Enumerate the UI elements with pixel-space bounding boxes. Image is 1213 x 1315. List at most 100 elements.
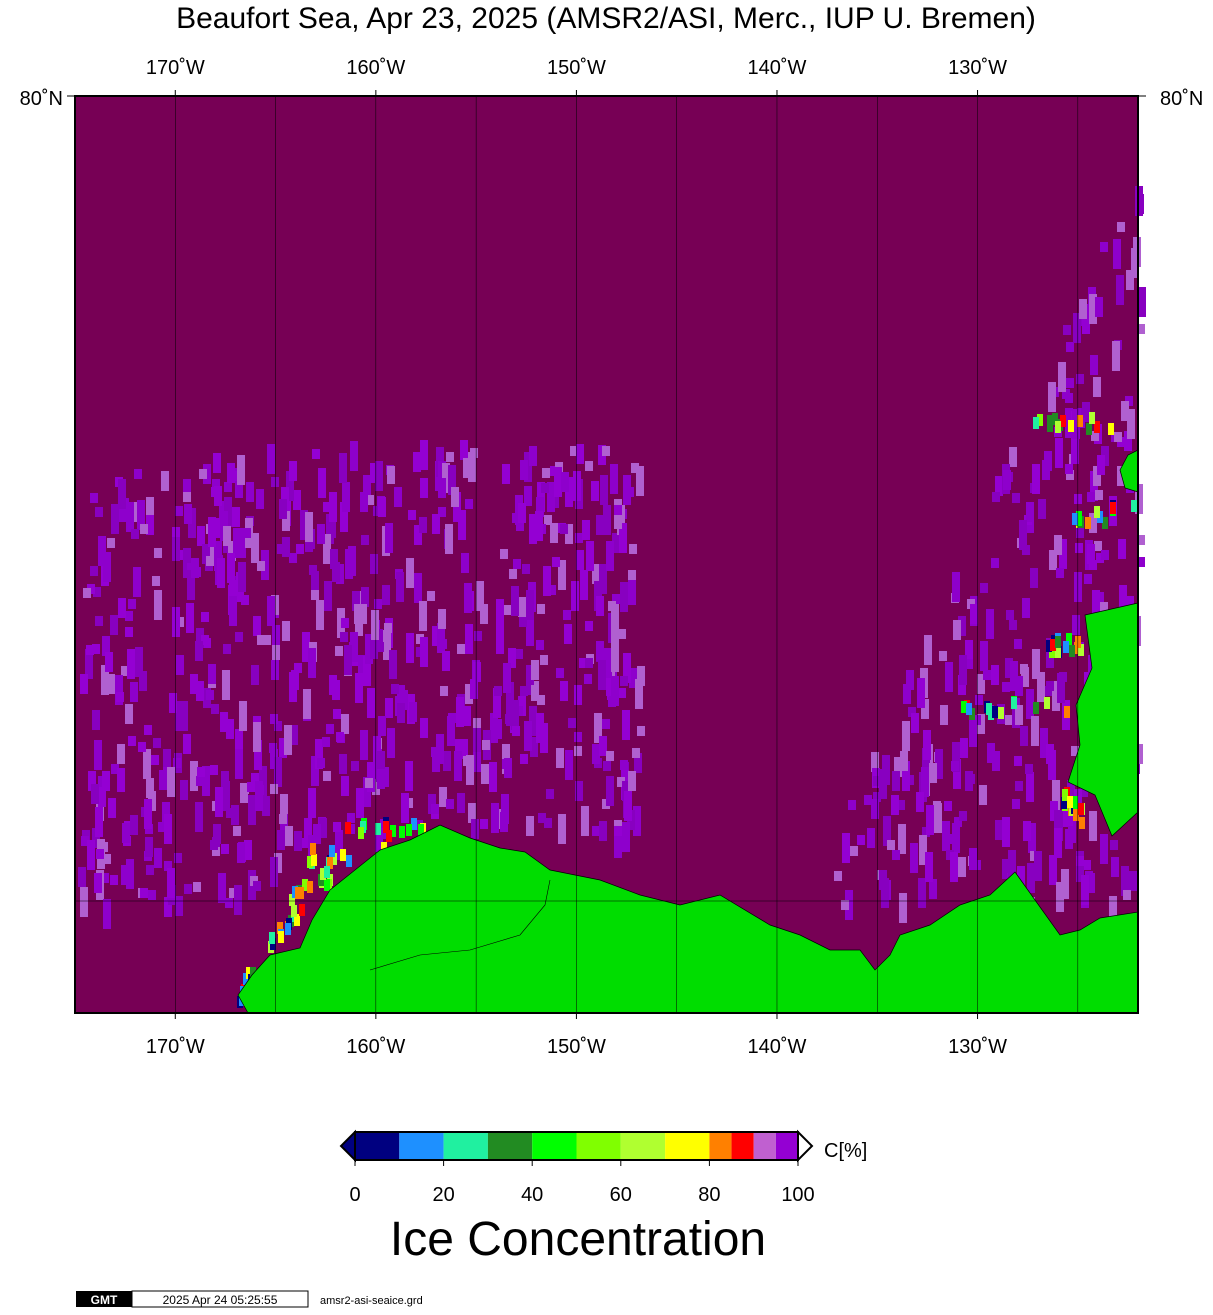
- ice-cell: [841, 900, 849, 910]
- ice-cell: [229, 596, 237, 626]
- ice-cell: [400, 690, 408, 710]
- ice-cell: [317, 758, 325, 768]
- ice-cell: [454, 751, 462, 781]
- ice-cell: [427, 591, 435, 601]
- ice-cell: [537, 695, 545, 705]
- ice-cell: [94, 740, 102, 770]
- ice-cell: [414, 573, 422, 603]
- ice-cell: [911, 713, 919, 733]
- ice-cell: [1094, 506, 1100, 518]
- ice-cell: [299, 904, 305, 916]
- ice-cell: [208, 664, 216, 684]
- ice-cell: [382, 585, 390, 605]
- ice-cell: [316, 600, 324, 630]
- ice-cell: [474, 631, 482, 641]
- ice-cell: [1062, 789, 1068, 801]
- ice-cell: [1085, 517, 1091, 529]
- ice-cell: [92, 828, 100, 848]
- ice-cell: [387, 474, 395, 484]
- ice-cell: [547, 482, 555, 512]
- ice-cell: [881, 878, 889, 908]
- ice-cell: [958, 857, 966, 877]
- ice-cell: [375, 828, 383, 858]
- colorbar-segment: [620, 1132, 666, 1160]
- ice-cell: [307, 856, 313, 868]
- ice-cell: [175, 506, 183, 516]
- ice-cell: [100, 842, 108, 852]
- ice-cell: [391, 684, 399, 694]
- ice-cell: [180, 701, 188, 731]
- ice-cell: [381, 842, 387, 854]
- ice-cell: [466, 755, 474, 785]
- ice-cell: [1131, 500, 1137, 512]
- ice-cell: [1060, 415, 1066, 427]
- ice-cell: [222, 781, 230, 811]
- lon-label: 160˚W: [346, 57, 405, 79]
- ice-cell: [229, 888, 237, 898]
- ice-cell: [251, 665, 259, 685]
- ice-cell: [969, 850, 977, 870]
- colorbar-tick-label: 0: [349, 1184, 360, 1206]
- ice-cell: [438, 478, 446, 498]
- ice-cell: [592, 744, 600, 764]
- ice-cell: [363, 656, 371, 686]
- ice-cell: [313, 824, 321, 844]
- ice-cell: [389, 669, 397, 679]
- ice-cell: [1033, 417, 1039, 429]
- colorbar-tick-label: 60: [610, 1184, 632, 1206]
- ice-cell: [983, 670, 991, 680]
- ice-cell: [281, 487, 289, 507]
- ice-cell: [1042, 460, 1050, 480]
- ice-cell: [169, 693, 177, 713]
- ice-cell: [355, 673, 363, 703]
- ice-cell: [153, 738, 161, 748]
- ice-cell: [208, 517, 216, 547]
- ice-cell: [1015, 676, 1023, 696]
- ice-cell: [850, 846, 858, 856]
- ice-cell: [584, 674, 592, 684]
- ice-cell: [350, 441, 358, 471]
- ice-cell: [370, 554, 378, 574]
- ice-cell: [511, 700, 519, 730]
- ice-cell: [473, 662, 481, 682]
- ice-cell: [513, 559, 521, 569]
- ice-cell: [500, 549, 508, 559]
- ice-cell: [922, 748, 930, 778]
- ice-cell: [420, 637, 428, 667]
- ice-cell: [603, 761, 611, 771]
- ice-cell: [592, 564, 600, 584]
- ice-cell: [628, 575, 636, 605]
- ice-cell: [580, 570, 588, 600]
- ice-cell: [574, 685, 582, 705]
- ice-cell: [1111, 857, 1119, 877]
- ice-cell: [1066, 378, 1074, 388]
- ice-cell: [541, 483, 549, 493]
- ice-cell: [419, 523, 427, 533]
- ice-cell: [307, 881, 313, 893]
- ice-cell: [302, 632, 310, 662]
- colorbar-segment: [399, 1132, 444, 1160]
- ice-cell: [550, 523, 558, 543]
- ice-cell: [1127, 409, 1135, 439]
- ice-cell: [848, 800, 856, 810]
- ice-cell: [318, 468, 326, 498]
- ice-cell: [560, 681, 568, 701]
- ice-cell: [576, 447, 584, 457]
- ice-cell: [438, 609, 446, 629]
- timestamp: 2025 Apr 24 05:25:55: [163, 1293, 278, 1307]
- ice-cell: [918, 878, 926, 908]
- ice-cell: [311, 854, 317, 866]
- ice-cell: [1067, 796, 1073, 808]
- lon-label: 160˚W: [346, 1036, 405, 1058]
- ice-cell: [1054, 828, 1062, 858]
- ice-cell: [1005, 658, 1013, 678]
- lon-label: 150˚W: [547, 57, 606, 79]
- ice-cell: [1020, 726, 1028, 746]
- ice-cell: [614, 828, 622, 858]
- ice-cell: [476, 581, 484, 611]
- ice-cell: [897, 800, 905, 810]
- ice-cell: [455, 739, 463, 759]
- ice-cell: [378, 716, 386, 736]
- ice-cell: [606, 751, 614, 761]
- ice-cell: [887, 840, 895, 850]
